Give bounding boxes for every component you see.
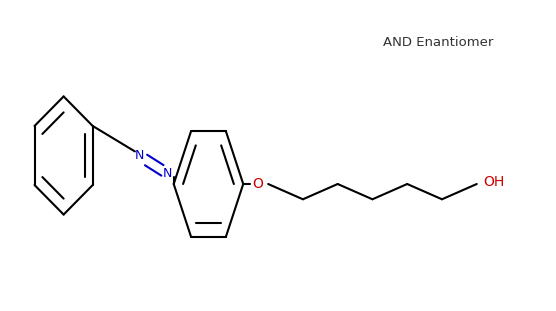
Text: AND Enantiomer: AND Enantiomer (383, 36, 493, 49)
Text: O: O (252, 177, 263, 191)
Text: OH: OH (484, 175, 505, 189)
Text: N: N (134, 149, 143, 162)
Text: N: N (163, 167, 172, 180)
